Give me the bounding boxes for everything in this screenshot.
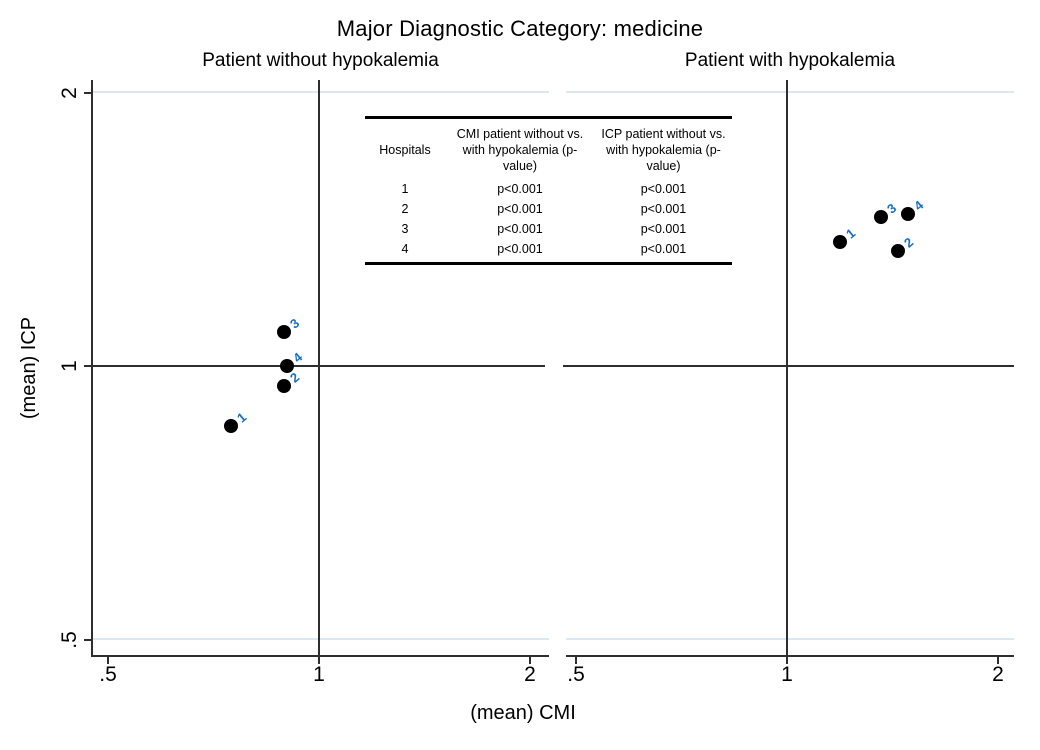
gridline-y2-left (93, 91, 549, 93)
x-tick-label: 2 (992, 663, 1004, 686)
x-axis-spine-left (91, 655, 549, 657)
table-cell: p<0.001 (497, 222, 543, 236)
table-cell: p<0.001 (640, 182, 687, 196)
table-cell: 3 (401, 222, 409, 236)
data-point-hospital-2 (891, 244, 905, 258)
y-tick (84, 365, 93, 367)
data-point-hospital-3 (277, 325, 291, 339)
table-header-icp-pvalue: ICP patient without vs. with hypokalemia… (601, 126, 726, 174)
data-point-hospital-3 (874, 210, 888, 224)
x-tick (575, 657, 577, 664)
table-cell: p<0.001 (497, 182, 543, 196)
x-tick-label: .5 (567, 663, 585, 686)
x-tick-label: 1 (781, 663, 793, 686)
y-tick-label: .5 (58, 631, 81, 649)
y-axis-title: (mean) ICP (18, 316, 40, 420)
table-cell: p<0.001 (497, 202, 543, 216)
reference-line-x1-right (786, 80, 788, 657)
chart-title: Major Diagnostic Category: medicine (336, 16, 704, 41)
x-tick (529, 657, 531, 664)
y-tick-label: 2 (58, 87, 81, 99)
table-header-hospitals: Hospitals (379, 142, 431, 157)
table-cell: p<0.001 (497, 242, 543, 256)
data-point-hospital-2 (277, 379, 291, 393)
table-cell: 1 (401, 182, 409, 196)
table-cell: p<0.001 (640, 242, 687, 256)
panel-header-without-hypokalemia: Patient without hypokalemia (202, 50, 439, 71)
reference-line-y1-right (563, 365, 1014, 367)
y-tick (84, 92, 93, 94)
table-cell: p<0.001 (640, 222, 687, 236)
gridline-y05-left (93, 638, 549, 640)
data-point-hospital-4 (901, 207, 915, 221)
x-axis-title: (mean) CMI (470, 702, 576, 724)
gridline-y2-right (566, 91, 1014, 93)
inset-table: Hospitals CMI patient without vs. with h… (365, 116, 732, 265)
y-tick (84, 639, 93, 641)
table-cell: 4 (401, 242, 409, 256)
x-tick-label: .5 (99, 663, 117, 686)
reference-line-x1-left (318, 80, 320, 657)
x-tick (107, 657, 109, 664)
x-tick-label: 1 (313, 663, 325, 686)
y-tick-label: 1 (58, 360, 81, 372)
data-point-hospital-4 (280, 359, 294, 373)
data-point-hospital-1 (224, 419, 238, 433)
table-header-cmi-pvalue: CMI patient without vs. with hypokalemia… (456, 126, 584, 174)
panel-header-with-hypokalemia: Patient with hypokalemia (684, 50, 896, 71)
table-cell: p<0.001 (640, 202, 687, 216)
table-cell: 2 (401, 202, 409, 216)
x-tick (997, 657, 999, 664)
y-axis-spine (91, 80, 93, 657)
x-tick (318, 657, 320, 664)
x-tick-label: 2 (524, 663, 536, 686)
x-axis-spine-right (566, 655, 1014, 657)
gridline-y05-right (566, 638, 1014, 640)
x-tick (786, 657, 788, 664)
data-point-hospital-1 (833, 235, 847, 249)
